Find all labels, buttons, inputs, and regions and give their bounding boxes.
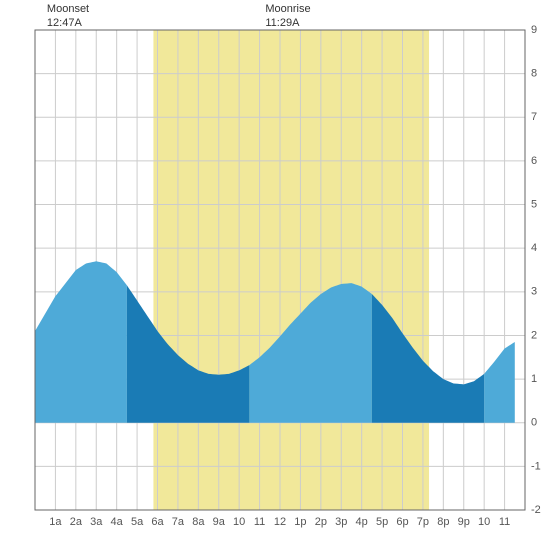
x-tick-label: 1p <box>294 516 306 528</box>
x-tick-label: 12 <box>274 516 286 528</box>
x-tick-label: 7p <box>417 516 429 528</box>
x-tick-label: 2a <box>70 516 83 528</box>
x-tick-label: 4a <box>111 516 124 528</box>
x-tick-label: 8a <box>192 516 205 528</box>
y-tick-label: 5 <box>531 198 537 210</box>
y-tick-label: 8 <box>531 68 537 80</box>
x-tick-label: 6p <box>396 516 408 528</box>
x-tick-label: 9p <box>458 516 470 528</box>
x-tick-label: 5a <box>131 516 144 528</box>
x-tick-label: 3p <box>335 516 347 528</box>
x-tick-label: 8p <box>437 516 449 528</box>
y-tick-label: 2 <box>531 329 537 341</box>
moonrise-label: Moonrise11:29A <box>265 2 310 31</box>
y-tick-label: 4 <box>531 242 537 254</box>
y-tick-label: 7 <box>531 111 537 123</box>
moonrise-title: Moonrise <box>265 2 310 16</box>
x-tick-label: 10 <box>478 516 490 528</box>
x-tick-label: 6a <box>151 516 164 528</box>
y-tick-label: -2 <box>531 504 541 516</box>
x-tick-label: 2p <box>315 516 327 528</box>
chart-svg: -2-101234567891a2a3a4a5a6a7a8a9a1011121p… <box>0 0 550 550</box>
y-tick-label: 9 <box>531 24 537 36</box>
x-tick-label: 10 <box>233 516 245 528</box>
x-tick-label: 11 <box>254 516 265 528</box>
x-tick-label: 5p <box>376 516 388 528</box>
y-tick-label: 3 <box>531 286 537 298</box>
y-tick-label: 6 <box>531 155 537 167</box>
moonset-title: Moonset <box>47 2 89 16</box>
x-tick-label: 7a <box>172 516 185 528</box>
x-tick-label: 4p <box>356 516 368 528</box>
moonrise-time: 11:29A <box>265 16 310 30</box>
y-tick-label: 1 <box>531 373 537 385</box>
moonset-time: 12:47A <box>47 16 89 30</box>
y-tick-label: 0 <box>531 417 537 429</box>
x-tick-label: 3a <box>90 516 103 528</box>
daylight-band <box>153 30 429 510</box>
y-tick-label: -1 <box>531 460 541 472</box>
tide-chart: -2-101234567891a2a3a4a5a6a7a8a9a1011121p… <box>0 0 550 550</box>
moonset-label: Moonset12:47A <box>47 2 89 31</box>
x-tick-label: 1a <box>49 516 62 528</box>
x-tick-label: 9a <box>213 516 226 528</box>
x-tick-label: 11 <box>499 516 510 528</box>
